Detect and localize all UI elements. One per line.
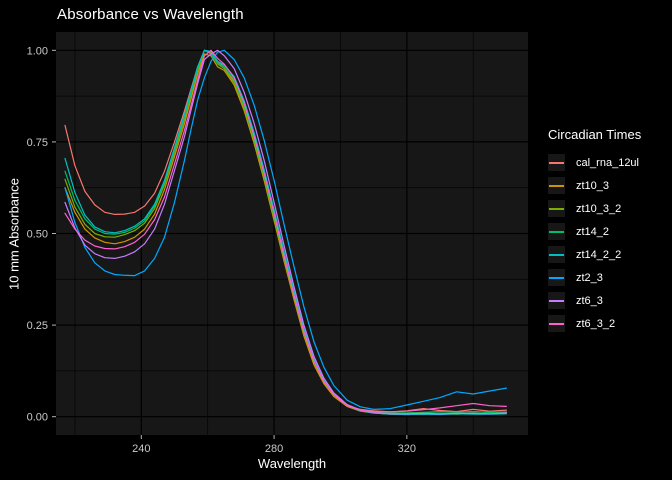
legend-title: Circadian Times: [548, 127, 642, 142]
legend-key-swatch: [548, 177, 565, 194]
legend-item-label: zt2_3: [576, 271, 603, 284]
chart-title: Absorbance vs Wavelength: [57, 6, 244, 23]
legend-item-cal_rna_12ul: cal_rna_12ul: [548, 151, 641, 174]
y-tick-label: 0.25: [27, 320, 48, 332]
y-tick-label: 1.00: [27, 45, 48, 57]
legend: Circadian Times cal_rna_12ul zt10_3 zt10_3…: [548, 127, 641, 335]
legend-item-label: zt10_3: [576, 179, 610, 192]
x-tick-label: 240: [132, 443, 150, 455]
x-tick-label: 280: [265, 443, 283, 455]
legend-key-line: [549, 322, 564, 325]
legend-item-zt14_2: zt14_2: [548, 220, 641, 243]
axis-tick-labels: 240 280 320 0.00 0.25 0.50 0.75 1.00: [27, 45, 416, 455]
y-tick-label: 0.00: [27, 412, 48, 424]
legend-key-line: [549, 299, 564, 302]
x-tick-label: 320: [398, 443, 416, 455]
legend-item-zt14_2_2: zt14_2_2: [548, 243, 641, 266]
legend-item-label: cal_rna_12ul: [576, 156, 639, 169]
legend-key-line: [549, 276, 564, 279]
y-tick-label: 0.50: [27, 229, 48, 241]
axis-tick-marks: [52, 49, 408, 439]
legend-key-line: [549, 207, 564, 210]
legend-item-zt10_3_2: zt10_3_2: [548, 197, 641, 220]
legend-item-zt6_3_2: zt6_3_2: [548, 312, 641, 335]
legend-item-zt10_3: zt10_3: [548, 174, 641, 197]
legend-item-zt6_3: zt6_3: [548, 289, 641, 312]
legend-key-line: [549, 161, 564, 164]
legend-item-label: zt6_3: [576, 294, 603, 307]
legend-items: cal_rna_12ul zt10_3 zt10_3_2 zt14_2 zt14_2_2…: [548, 151, 641, 335]
legend-key-swatch: [548, 154, 565, 171]
legend-key-line: [549, 184, 564, 187]
series-lines: [64, 49, 507, 416]
legend-item-label: zt10_3_2: [576, 202, 622, 215]
legend-key-swatch: [548, 200, 565, 217]
y-axis-title: 10 mm Absorbance: [6, 177, 22, 291]
series-line-zt6_3: [64, 49, 507, 415]
legend-key-swatch: [548, 292, 565, 309]
gridlines-major: [56, 32, 528, 435]
legend-key-line: [549, 230, 564, 233]
legend-key-swatch: [548, 246, 565, 263]
legend-item-label: zt14_2_2: [576, 248, 622, 261]
legend-key-swatch: [548, 269, 565, 286]
legend-key-line: [549, 253, 564, 256]
series-line-zt2_3: [64, 49, 507, 410]
legend-key-swatch: [548, 223, 565, 240]
legend-item-label: zt6_3_2: [576, 317, 616, 330]
x-axis-title: Wavelength: [257, 456, 327, 471]
legend-item-zt2_3: zt2_3: [548, 266, 641, 289]
series-line-zt6_3_2: [64, 49, 507, 413]
y-tick-label: 0.75: [27, 137, 48, 149]
legend-key-swatch: [548, 315, 565, 332]
legend-item-label: zt14_2: [576, 225, 610, 238]
